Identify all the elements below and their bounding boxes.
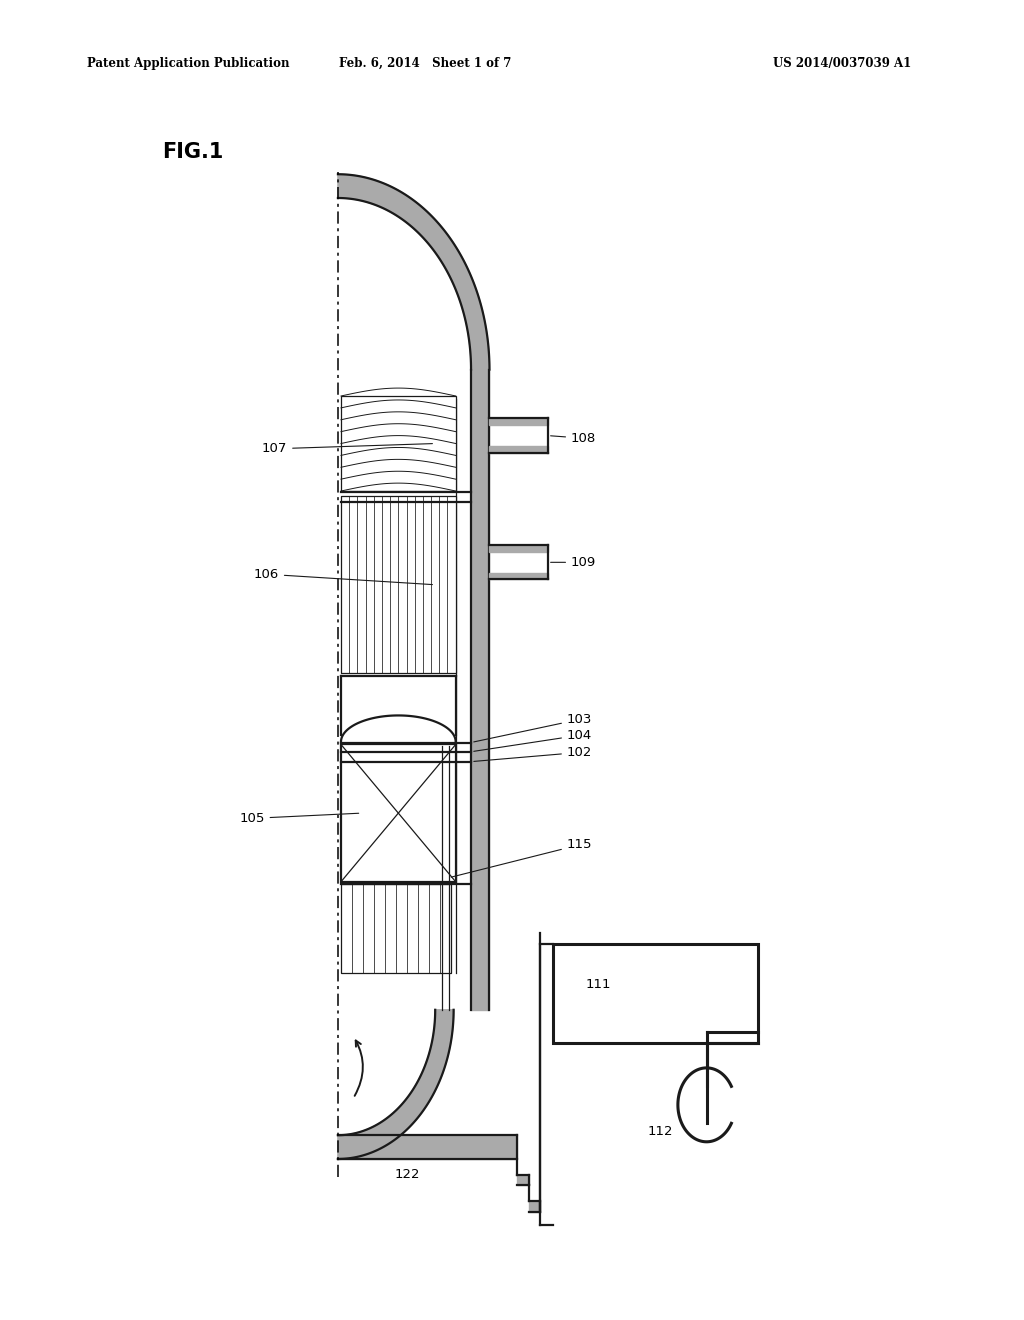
Polygon shape: [338, 1010, 454, 1159]
Polygon shape: [489, 418, 548, 425]
Text: 108: 108: [551, 432, 596, 445]
Text: FIG.1: FIG.1: [162, 141, 223, 162]
Text: 104: 104: [474, 729, 592, 751]
Text: Feb. 6, 2014   Sheet 1 of 7: Feb. 6, 2014 Sheet 1 of 7: [339, 57, 511, 70]
Polygon shape: [489, 545, 548, 552]
Text: US 2014/0037039 A1: US 2014/0037039 A1: [773, 57, 911, 70]
Bar: [341, 496, 456, 673]
Polygon shape: [471, 370, 489, 1010]
Text: 122: 122: [395, 1168, 420, 1181]
Text: 105: 105: [240, 812, 358, 825]
Bar: [341, 744, 456, 882]
Polygon shape: [529, 1201, 540, 1212]
Polygon shape: [489, 573, 548, 579]
Text: 112: 112: [647, 1125, 673, 1138]
Text: 103: 103: [474, 713, 592, 742]
Text: 111: 111: [586, 978, 611, 991]
Bar: [341, 396, 456, 491]
Polygon shape: [489, 446, 548, 453]
Polygon shape: [517, 1175, 529, 1185]
Text: 115: 115: [452, 838, 592, 876]
Bar: [553, 944, 758, 1043]
Text: Patent Application Publication: Patent Application Publication: [87, 57, 290, 70]
Text: 106: 106: [254, 568, 432, 585]
Text: 102: 102: [474, 746, 592, 762]
Polygon shape: [338, 174, 489, 370]
Text: 107: 107: [262, 442, 432, 455]
Bar: [341, 884, 451, 973]
Polygon shape: [338, 1135, 517, 1159]
Text: 109: 109: [551, 556, 596, 569]
